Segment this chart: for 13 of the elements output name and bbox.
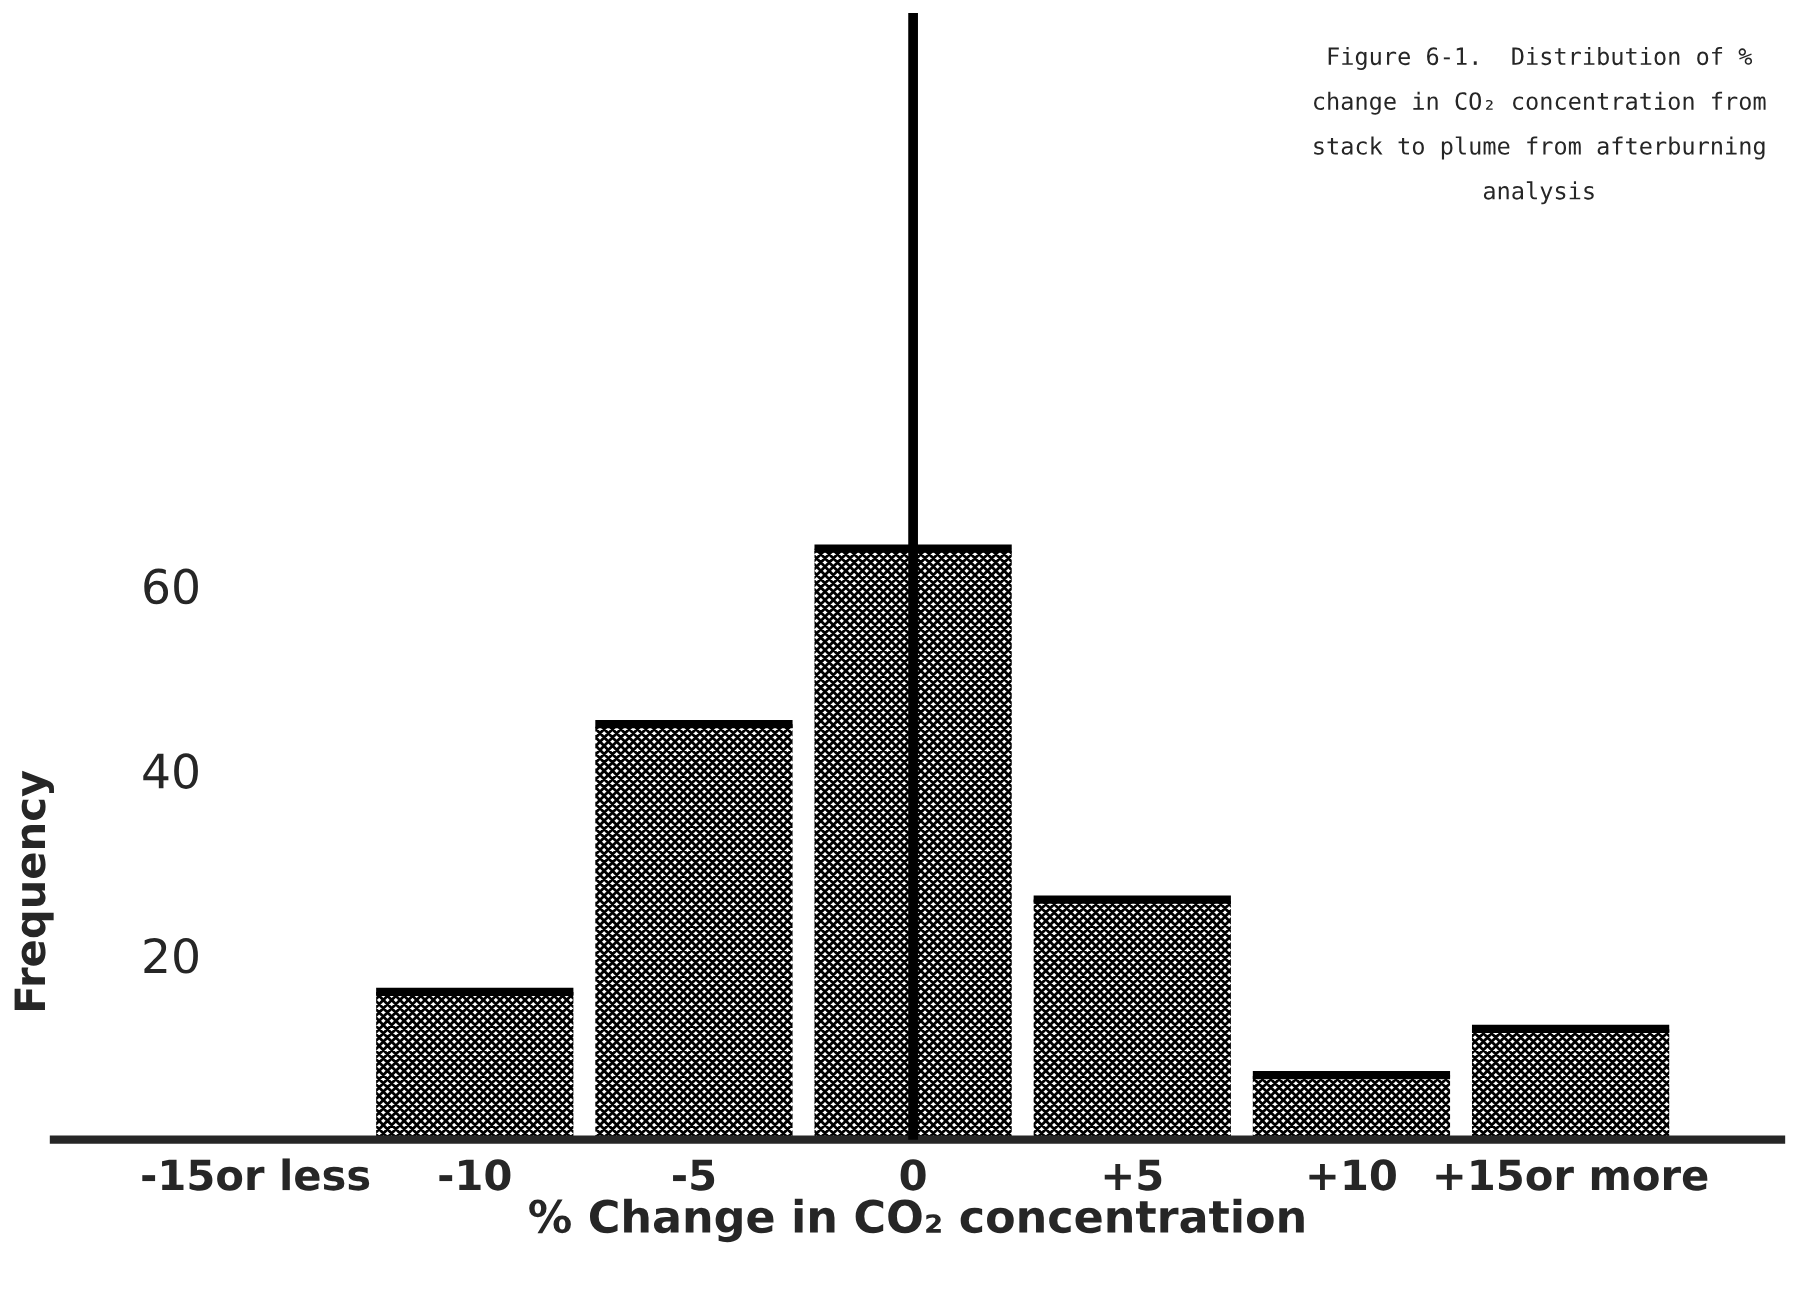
- x-tick-label: -5: [673, 1159, 715, 1191]
- y-tick-label: 40: [143, 753, 198, 789]
- x-tick-label: -10: [439, 1159, 511, 1191]
- x-axis-title: % Change in CO₂ concentration: [529, 1198, 1304, 1243]
- x-tick-label: +10: [1309, 1159, 1396, 1191]
- y-tick-label: 20: [144, 937, 198, 974]
- x-tick-label: +15or more: [1436, 1159, 1708, 1191]
- y-axis-title: Frequency: [14, 770, 54, 1010]
- x-tick-label: +5: [1104, 1159, 1162, 1191]
- x-tick-label: 0: [900, 1159, 926, 1191]
- x-tick-label: -15or less: [142, 1158, 370, 1191]
- text: Figure 6-1. Distribution of % change in CO₂ concentration from stack to plume from afterburning analysis: [1314, 46, 1766, 205]
- y-tick-label: 60: [144, 568, 198, 605]
